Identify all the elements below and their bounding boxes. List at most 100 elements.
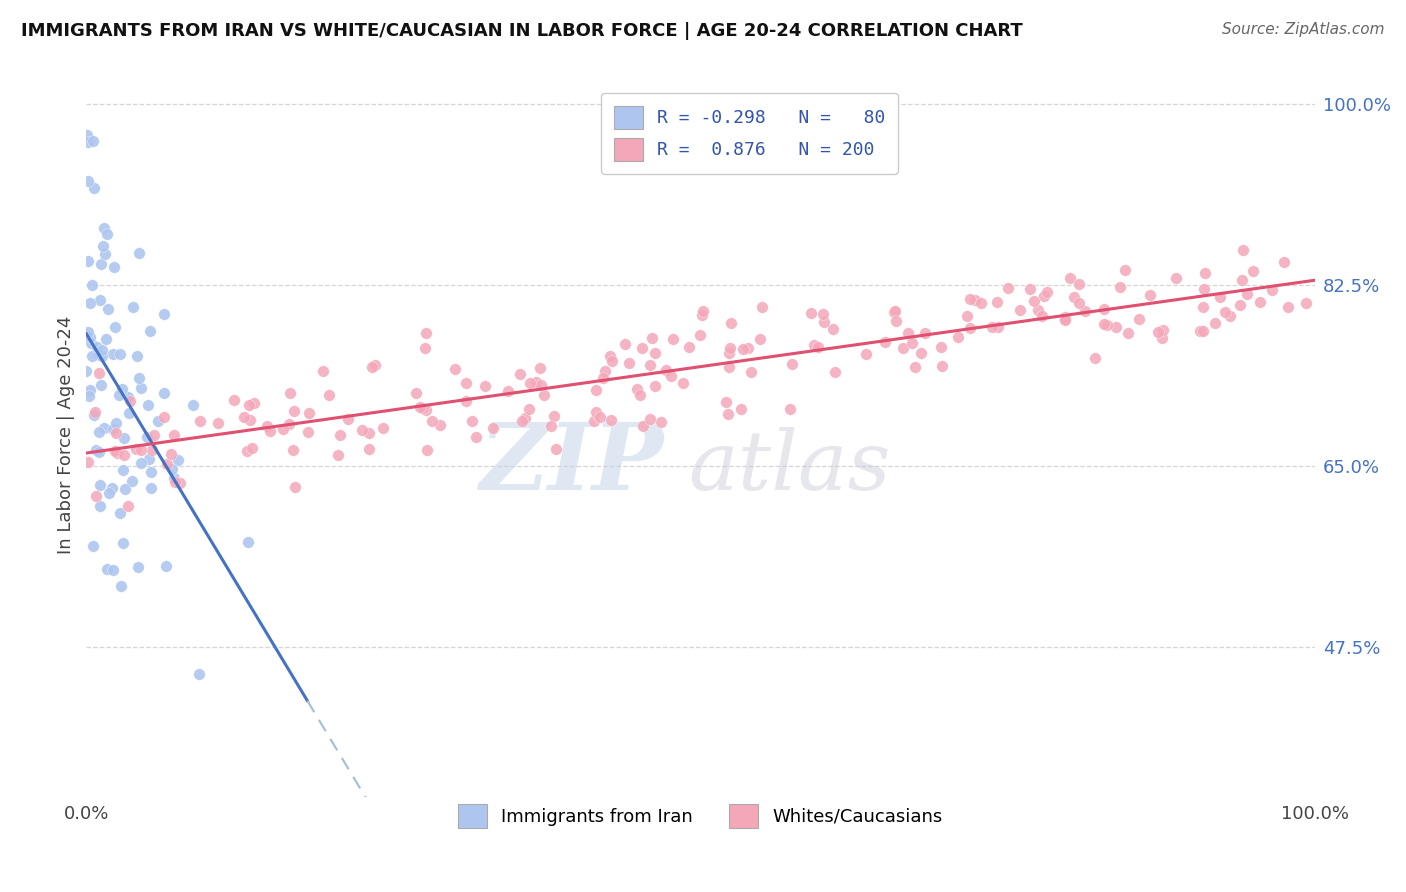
Point — [298, 406, 321, 420]
Point — [678, 340, 700, 354]
Point — [89, 366, 111, 380]
Point — [1092, 301, 1115, 316]
Point — [76, 325, 98, 339]
Point — [1095, 318, 1118, 332]
Point — [946, 330, 969, 344]
Point — [236, 535, 259, 549]
Point — [718, 346, 741, 360]
Point — [901, 335, 924, 350]
Point — [931, 359, 953, 373]
Point — [128, 371, 150, 385]
Point — [644, 379, 666, 393]
Point — [103, 422, 125, 436]
Point — [89, 445, 111, 459]
Point — [86, 340, 108, 354]
Point — [855, 347, 877, 361]
Point — [533, 388, 555, 402]
Point — [1150, 331, 1173, 345]
Point — [337, 411, 360, 425]
Point — [628, 387, 651, 401]
Point — [361, 360, 384, 375]
Point — [163, 475, 186, 489]
Point — [108, 506, 131, 520]
Point — [883, 305, 905, 319]
Point — [1092, 318, 1115, 332]
Point — [104, 416, 127, 430]
Point — [82, 540, 104, 554]
Point — [461, 414, 484, 428]
Point — [661, 332, 683, 346]
Point — [412, 401, 434, 415]
Point — [638, 358, 661, 372]
Point — [415, 402, 437, 417]
Point — [359, 425, 381, 440]
Point — [82, 134, 104, 148]
Point — [77, 135, 100, 149]
Point — [91, 343, 114, 357]
Point — [807, 340, 830, 354]
Point — [416, 442, 439, 457]
Point — [1192, 282, 1215, 296]
Point — [1084, 351, 1107, 365]
Point — [720, 316, 742, 330]
Point — [644, 345, 666, 359]
Point — [1128, 312, 1150, 326]
Point — [104, 425, 127, 440]
Point — [589, 410, 612, 425]
Point — [271, 422, 294, 436]
Point — [239, 412, 262, 426]
Point — [75, 363, 97, 377]
Point — [240, 441, 263, 455]
Point — [129, 443, 152, 458]
Point — [454, 393, 477, 408]
Point — [224, 393, 246, 408]
Point — [884, 304, 907, 318]
Point — [89, 499, 111, 513]
Point — [90, 377, 112, 392]
Point — [80, 335, 103, 350]
Point — [980, 320, 1002, 334]
Point — [153, 307, 176, 321]
Point — [1118, 326, 1140, 341]
Legend: Immigrants from Iran, Whites/Caucasians: Immigrants from Iran, Whites/Caucasians — [451, 797, 950, 835]
Point — [1026, 302, 1049, 317]
Point — [987, 319, 1010, 334]
Point — [207, 416, 229, 430]
Point — [76, 128, 98, 143]
Point — [297, 425, 319, 439]
Point — [1010, 302, 1032, 317]
Point — [232, 410, 254, 425]
Point — [110, 579, 132, 593]
Point — [1147, 325, 1170, 339]
Point — [1241, 264, 1264, 278]
Point — [86, 489, 108, 503]
Point — [800, 306, 823, 320]
Point — [482, 421, 505, 435]
Point — [631, 419, 654, 434]
Point — [1104, 320, 1126, 334]
Point — [519, 402, 541, 417]
Point — [1229, 298, 1251, 312]
Point — [959, 293, 981, 307]
Point — [77, 455, 100, 469]
Point — [630, 341, 652, 355]
Point — [259, 425, 281, 439]
Point — [600, 354, 623, 368]
Point — [1067, 295, 1090, 310]
Point — [420, 414, 443, 428]
Point — [121, 474, 143, 488]
Point — [87, 348, 110, 362]
Point — [97, 301, 120, 316]
Point — [1109, 280, 1132, 294]
Point — [326, 448, 349, 462]
Point — [371, 421, 394, 435]
Point — [498, 384, 520, 398]
Point — [278, 386, 301, 401]
Point — [364, 358, 387, 372]
Point — [718, 342, 741, 356]
Point — [318, 387, 340, 401]
Point — [146, 414, 169, 428]
Point — [160, 462, 183, 476]
Point — [136, 398, 159, 412]
Point — [84, 405, 107, 419]
